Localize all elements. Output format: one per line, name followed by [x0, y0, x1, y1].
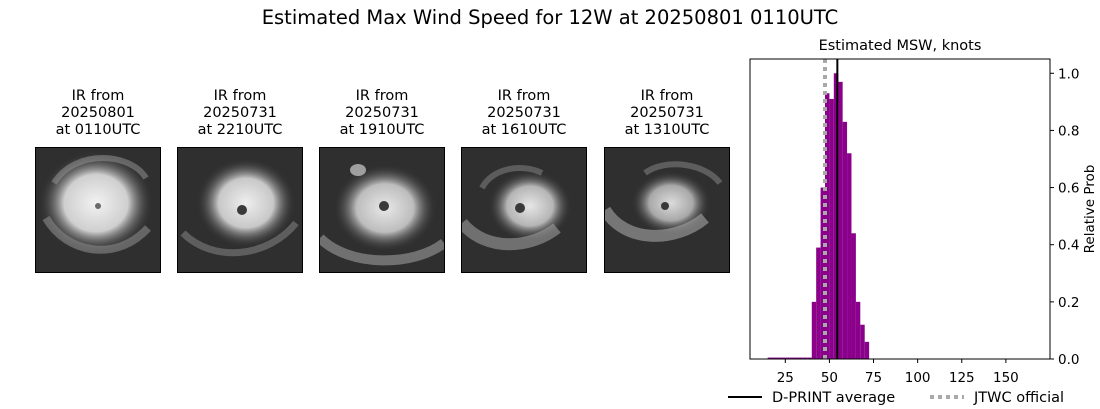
histogram-bar: [825, 93, 830, 360]
y-tick-label: 0.8: [1058, 123, 1079, 139]
ir-satellite-image-1: [35, 147, 161, 273]
x-tick-label: 50: [821, 370, 838, 386]
reference-lines: [823, 59, 839, 359]
ir-caption-date: 20250731: [203, 105, 277, 121]
ir-satellite-image-3: [319, 147, 445, 273]
ir-caption-4: IR from 20250731 at 1610UTC: [461, 88, 587, 142]
histogram-bar: [820, 187, 825, 359]
ir-panel-2: IR from 20250731 at 2210UTC: [177, 88, 303, 273]
ir-caption-line1: IR from: [71, 88, 125, 104]
chart-title: Estimated MSW, knots: [819, 38, 982, 54]
ir-satellite-image-5: [604, 147, 730, 273]
histogram-bar: [807, 357, 812, 359]
ir-caption-time: at 1610UTC: [481, 122, 567, 138]
histogram-bar: [860, 324, 865, 359]
x-tick-label: 25: [777, 370, 794, 386]
ir-caption-time: at 2210UTC: [197, 122, 283, 138]
histogram-bars: [767, 73, 870, 360]
x-tick-label: 125: [949, 370, 975, 386]
ir-satellite-image-2: [177, 147, 303, 273]
ir-caption-line1: IR from: [640, 88, 694, 104]
histogram-bar: [855, 301, 861, 359]
histogram-bar: [816, 247, 821, 359]
ir-caption-time: at 0110UTC: [55, 122, 141, 138]
histogram-bar: [772, 357, 777, 359]
ir-panel-1: IR from 20250801 at 0110UTC: [35, 88, 161, 273]
ir-caption-date: 20250801: [61, 105, 135, 121]
histogram-bar: [794, 357, 799, 359]
histogram-bar: [802, 357, 808, 359]
ir-panel-4: IR from 20250731 at 1610UTC: [461, 88, 587, 273]
chart-legend: D-PRINT average JTWC official: [728, 390, 1064, 406]
y-tick-label: 1.0: [1058, 66, 1079, 82]
histogram-bar: [829, 99, 834, 359]
axes-frame: [749, 58, 1051, 360]
ir-caption-date: 20250731: [345, 105, 419, 121]
figure-title: Estimated Max Wind Speed for 12W at 2025…: [261, 6, 839, 29]
ir-caption-line1: IR from: [213, 88, 267, 104]
ir-caption-time: at 1910UTC: [339, 122, 425, 138]
histogram-bar: [776, 357, 781, 359]
ir-caption-line1: IR from: [355, 88, 409, 104]
ir-caption-3: IR from 20250731 at 1910UTC: [319, 88, 445, 142]
histogram-bar: [864, 341, 870, 359]
x-tick-label: 100: [905, 370, 931, 386]
ir-caption-date: 20250731: [487, 105, 561, 121]
x-axis-ticks: 25 50 75 100 125 150: [777, 359, 1019, 386]
histogram-bar: [811, 301, 817, 359]
ir-caption-1: IR from 20250801 at 0110UTC: [35, 88, 161, 142]
legend-dprint-label: D-PRINT average: [772, 390, 895, 406]
ir-caption-2: IR from 20250731 at 2210UTC: [177, 88, 303, 142]
x-tick-label: 150: [993, 370, 1019, 386]
histogram-bar: [767, 357, 773, 359]
histogram-bar: [851, 233, 856, 359]
y-tick-label: 0.6: [1058, 181, 1079, 197]
ir-caption-time: at 1310UTC: [624, 122, 710, 138]
y-axis-ticks: 0.0 0.2 0.4 0.6 0.8 1.0: [1050, 66, 1079, 368]
histogram-bar: [842, 121, 848, 359]
y-tick-label: 0.0: [1058, 352, 1079, 368]
x-tick-label: 75: [865, 370, 882, 386]
ir-caption-5: IR from 20250731 at 1310UTC: [604, 88, 730, 142]
histogram-bar: [785, 357, 790, 359]
histogram-bar: [789, 357, 795, 359]
histogram-bar: [847, 153, 852, 359]
legend-jtwc-label: JTWC official: [973, 390, 1064, 406]
ir-satellite-image-4: [461, 147, 587, 273]
ir-caption-date: 20250731: [630, 105, 704, 121]
histogram-bar: [798, 357, 803, 359]
histogram-bar: [833, 73, 839, 360]
histogram-bar: [780, 357, 786, 359]
y-tick-label: 0.4: [1058, 238, 1079, 254]
ir-panel-5: IR from 20250731 at 1310UTC: [604, 88, 730, 273]
y-axis-label: Relative Prob: [1082, 165, 1098, 254]
ir-panel-3: IR from 20250731 at 1910UTC: [319, 88, 445, 273]
ir-caption-line1: IR from: [497, 88, 551, 104]
y-tick-label: 0.2: [1058, 295, 1079, 311]
histogram-bar: [838, 81, 843, 359]
